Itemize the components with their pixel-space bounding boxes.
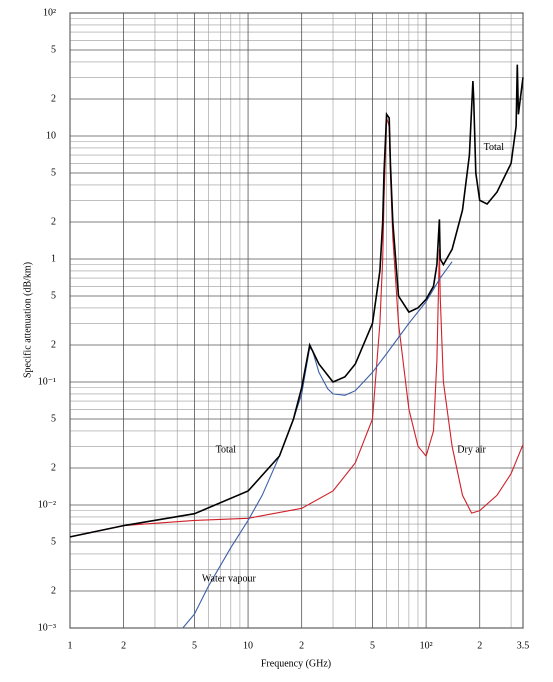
y-tick-label: 1 bbox=[51, 253, 56, 264]
y-tick-label: 5 bbox=[51, 413, 56, 424]
x-tick-label: 10² bbox=[420, 640, 433, 651]
y-tick-label: 10⁻² bbox=[38, 499, 56, 510]
y-tick-label: 2 bbox=[51, 585, 56, 596]
series-line bbox=[69, 64, 524, 538]
y-tick-label: 2 bbox=[51, 462, 56, 473]
x-tick-label: 2 bbox=[121, 640, 126, 651]
y-tick-label: 5 bbox=[51, 536, 56, 547]
x-axis-title: Frequency (GHz) bbox=[261, 658, 331, 669]
y-tick-label: 5 bbox=[51, 44, 56, 55]
annotation: Dry air bbox=[457, 444, 486, 455]
plot-frame bbox=[69, 12, 524, 629]
x-tick-label: 5 bbox=[192, 640, 197, 651]
y-tick-label: 10 bbox=[46, 130, 56, 141]
x-tick-label: 1 bbox=[68, 640, 73, 651]
y-tick-label: 10⁻³ bbox=[38, 622, 56, 633]
x-tick-label: 2 bbox=[299, 640, 304, 651]
y-tick-label: 10² bbox=[43, 7, 56, 18]
y-tick-label: 2 bbox=[51, 93, 56, 104]
series-line bbox=[182, 261, 453, 629]
x-tick-label: 10 bbox=[243, 640, 253, 651]
x-tick-label: 3.5 bbox=[517, 640, 530, 651]
y-tick-label: 2 bbox=[51, 339, 56, 350]
x-tick-label: 5 bbox=[370, 640, 375, 651]
y-tick-label: 5 bbox=[51, 290, 56, 301]
y-tick-label: 2 bbox=[51, 216, 56, 227]
annotation: Water vapour bbox=[202, 573, 257, 584]
series-line bbox=[69, 117, 524, 538]
y-tick-label: 5 bbox=[51, 167, 56, 178]
annotation: Total bbox=[216, 444, 237, 455]
y-tick-label: 10⁻¹ bbox=[38, 376, 56, 387]
annotation: Total bbox=[484, 142, 505, 153]
x-tick-label: 2 bbox=[477, 640, 482, 651]
y-axis-title: Specific attenuation (dB/km) bbox=[22, 262, 33, 378]
